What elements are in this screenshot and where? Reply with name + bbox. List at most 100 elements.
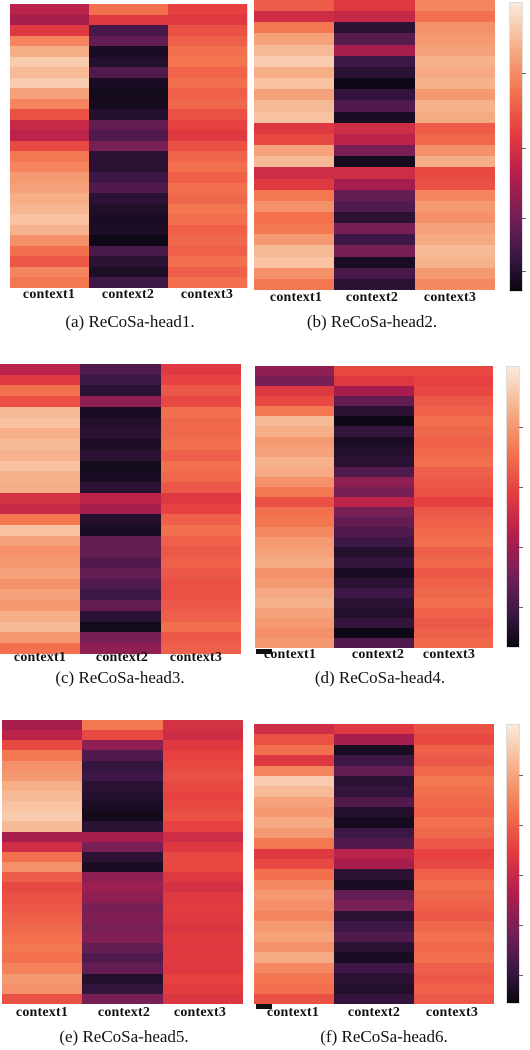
heatmap-cell — [82, 993, 163, 1004]
heatmap-cell — [334, 245, 415, 257]
heatmap-cell — [334, 587, 414, 598]
heatmap-cell — [255, 466, 335, 477]
heatmap-cell — [167, 256, 247, 267]
heatmap-cell — [167, 98, 247, 110]
heatmap-cell — [414, 167, 495, 179]
x-label-context2: context2 — [347, 1005, 401, 1020]
heatmap-cell — [160, 374, 241, 386]
heatmap-cell — [255, 517, 335, 528]
heatmap-cell — [334, 537, 414, 548]
heatmap-cell — [2, 821, 83, 832]
heatmap-cell — [334, 406, 414, 417]
x-label-context1: context1 — [266, 1005, 320, 1020]
x-label-context2: context2 — [97, 1005, 151, 1020]
heatmap-cell — [413, 386, 493, 397]
heatmap-cell — [0, 449, 81, 461]
heatmap-cell — [162, 740, 243, 751]
heatmap-cell — [160, 385, 241, 397]
heatmap-cell — [80, 406, 161, 418]
heatmap-cell — [80, 567, 161, 579]
heatmap-cell — [160, 406, 241, 418]
heatmap-cell — [2, 902, 83, 913]
heatmap-cell — [80, 535, 161, 547]
heatmap-head3 — [0, 364, 241, 654]
heatmap-column-2 — [334, 366, 414, 649]
heatmap-cell — [334, 256, 415, 268]
baseline-mark — [256, 649, 272, 654]
heatmap-cell — [333, 838, 414, 849]
heatmap-cell — [414, 223, 495, 235]
heatmap-column-3 — [413, 366, 493, 649]
heatmap-cell — [0, 417, 81, 429]
heatmap-cell — [334, 178, 415, 190]
heatmap-cell — [88, 88, 168, 99]
heatmap-cell — [0, 643, 81, 654]
heatmap-cell — [162, 790, 243, 802]
heatmap-cell — [2, 811, 83, 822]
caption-head4: (d) ReCoSa-head4. — [314, 668, 446, 687]
heatmap-cell — [413, 744, 494, 756]
heatmap-cell — [255, 628, 335, 639]
heatmap-cell — [2, 831, 83, 842]
heatmap-cell — [167, 56, 247, 68]
heatmap-cell — [413, 476, 493, 487]
heatmap-cell — [333, 734, 414, 745]
heatmap-cell — [413, 724, 494, 735]
heatmap-cell — [10, 98, 89, 110]
heatmap-cell — [160, 600, 241, 611]
heatmap-cell — [334, 111, 415, 123]
heatmap-cell — [254, 983, 334, 994]
heatmap-cell — [82, 882, 163, 893]
heatmap-cell — [254, 55, 335, 67]
heatmap-cell — [80, 374, 161, 386]
heatmap-head2 — [254, 0, 495, 291]
heatmap-cell — [10, 35, 89, 47]
heatmap-cell — [88, 98, 168, 110]
heatmap-cell — [413, 396, 493, 407]
heatmap-cell — [334, 396, 414, 407]
heatmap-cell — [167, 182, 247, 194]
heatmap-cell — [160, 449, 241, 461]
heatmap-cell — [334, 456, 414, 467]
heatmap-cell — [0, 428, 81, 440]
heatmap-cell — [413, 517, 493, 528]
heatmap-column-1 — [0, 364, 81, 654]
heatmap-cell — [254, 765, 334, 776]
heatmap-cell — [333, 744, 414, 756]
x-label-context1: context1 — [22, 287, 76, 302]
heatmap-cell — [255, 617, 335, 629]
heatmap-cell — [0, 460, 81, 472]
colorbar-head2 — [509, 2, 526, 292]
heatmap-cell — [334, 33, 415, 45]
heatmap-cell — [254, 78, 335, 90]
heatmap-cell — [413, 807, 494, 818]
heatmap-cell — [80, 364, 161, 375]
heatmap-cell — [254, 807, 334, 818]
caption-head3: (c) ReCoSa-head3. — [55, 668, 185, 687]
heatmap-cell — [2, 841, 83, 852]
heatmap-cell — [160, 578, 241, 590]
heatmap-cell — [254, 89, 335, 101]
heatmap-cell — [255, 446, 335, 457]
heatmap-cell — [414, 33, 495, 45]
heatmap-cell — [254, 775, 334, 787]
heatmap-cell — [333, 858, 414, 870]
heatmap-cell — [10, 77, 89, 89]
heatmap-cell — [254, 817, 334, 828]
heatmap-cell — [162, 892, 243, 903]
heatmap-cell — [413, 765, 494, 776]
heatmap-cell — [80, 492, 161, 504]
heatmap-cell — [255, 577, 335, 588]
heatmap-cell — [167, 25, 247, 36]
heatmap-cell — [82, 953, 163, 964]
heatmap-cell — [414, 0, 495, 12]
heatmap-cell — [80, 428, 161, 440]
x-label-context1: context1 — [15, 1005, 69, 1020]
heatmap-cell — [162, 872, 243, 883]
heatmap-cell — [413, 567, 493, 578]
heatmap-cell — [82, 811, 163, 822]
heatmap-cell — [80, 643, 161, 654]
heatmap-cell — [254, 11, 335, 23]
heatmap-cell — [334, 66, 415, 79]
heatmap-cell — [413, 921, 494, 932]
